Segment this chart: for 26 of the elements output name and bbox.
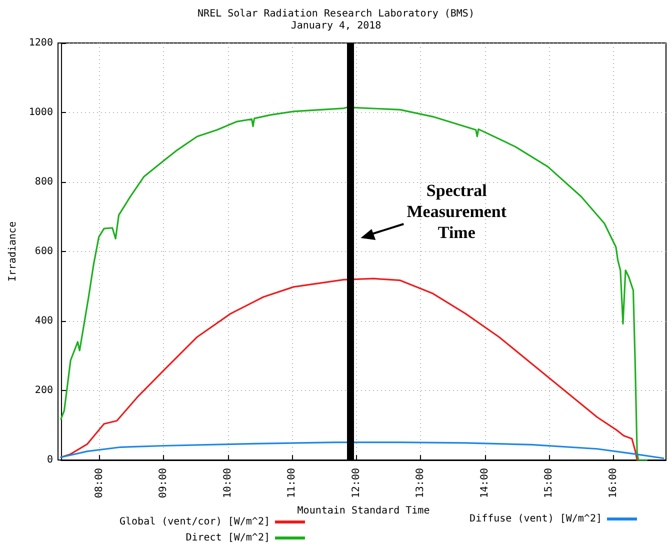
chart-subtitle: January 4, 2018 — [290, 20, 382, 32]
y-tick-label: 400 — [34, 316, 53, 326]
x-tick-label: 11:00 — [286, 468, 298, 498]
y-tick-label: 800 — [34, 176, 53, 188]
y-tick-label: 1000 — [28, 107, 53, 118]
x-tick-label: 12:00 — [350, 468, 362, 498]
x-tick-label: 10:00 — [222, 468, 234, 498]
x-axis-title: Mountain Standard Time — [297, 506, 430, 517]
y-tick-label: 0 — [46, 454, 53, 466]
x-tick-label: 15:00 — [544, 468, 555, 498]
y-tick-label: 200 — [34, 385, 53, 396]
y-axis-title: Irradiance — [8, 221, 18, 282]
legend-label: Diffuse (vent) [W/m^2] — [470, 514, 602, 524]
x-tick-label: 14:00 — [479, 468, 490, 498]
line-series — [60, 278, 638, 461]
annotation: Spectral Measurement Time — [406, 180, 508, 243]
line-series — [60, 106, 648, 461]
chart-title: NREL Solar Radiation Research Laboratory (BMS) — [198, 8, 474, 20]
x-tick-label: 13:00 — [415, 468, 426, 498]
x-tick-label: 16:00 — [608, 468, 619, 498]
x-tick-label: 09:00 — [158, 468, 170, 498]
legend-label: Global (vent/cor) [W/m^2] — [119, 516, 270, 528]
y-tick-label: 600 — [34, 246, 53, 257]
y-tick-label: 1200 — [28, 38, 53, 48]
x-tick-label: 08:00 — [94, 468, 106, 498]
legend-label: Direct [W/m^2] — [186, 532, 270, 544]
